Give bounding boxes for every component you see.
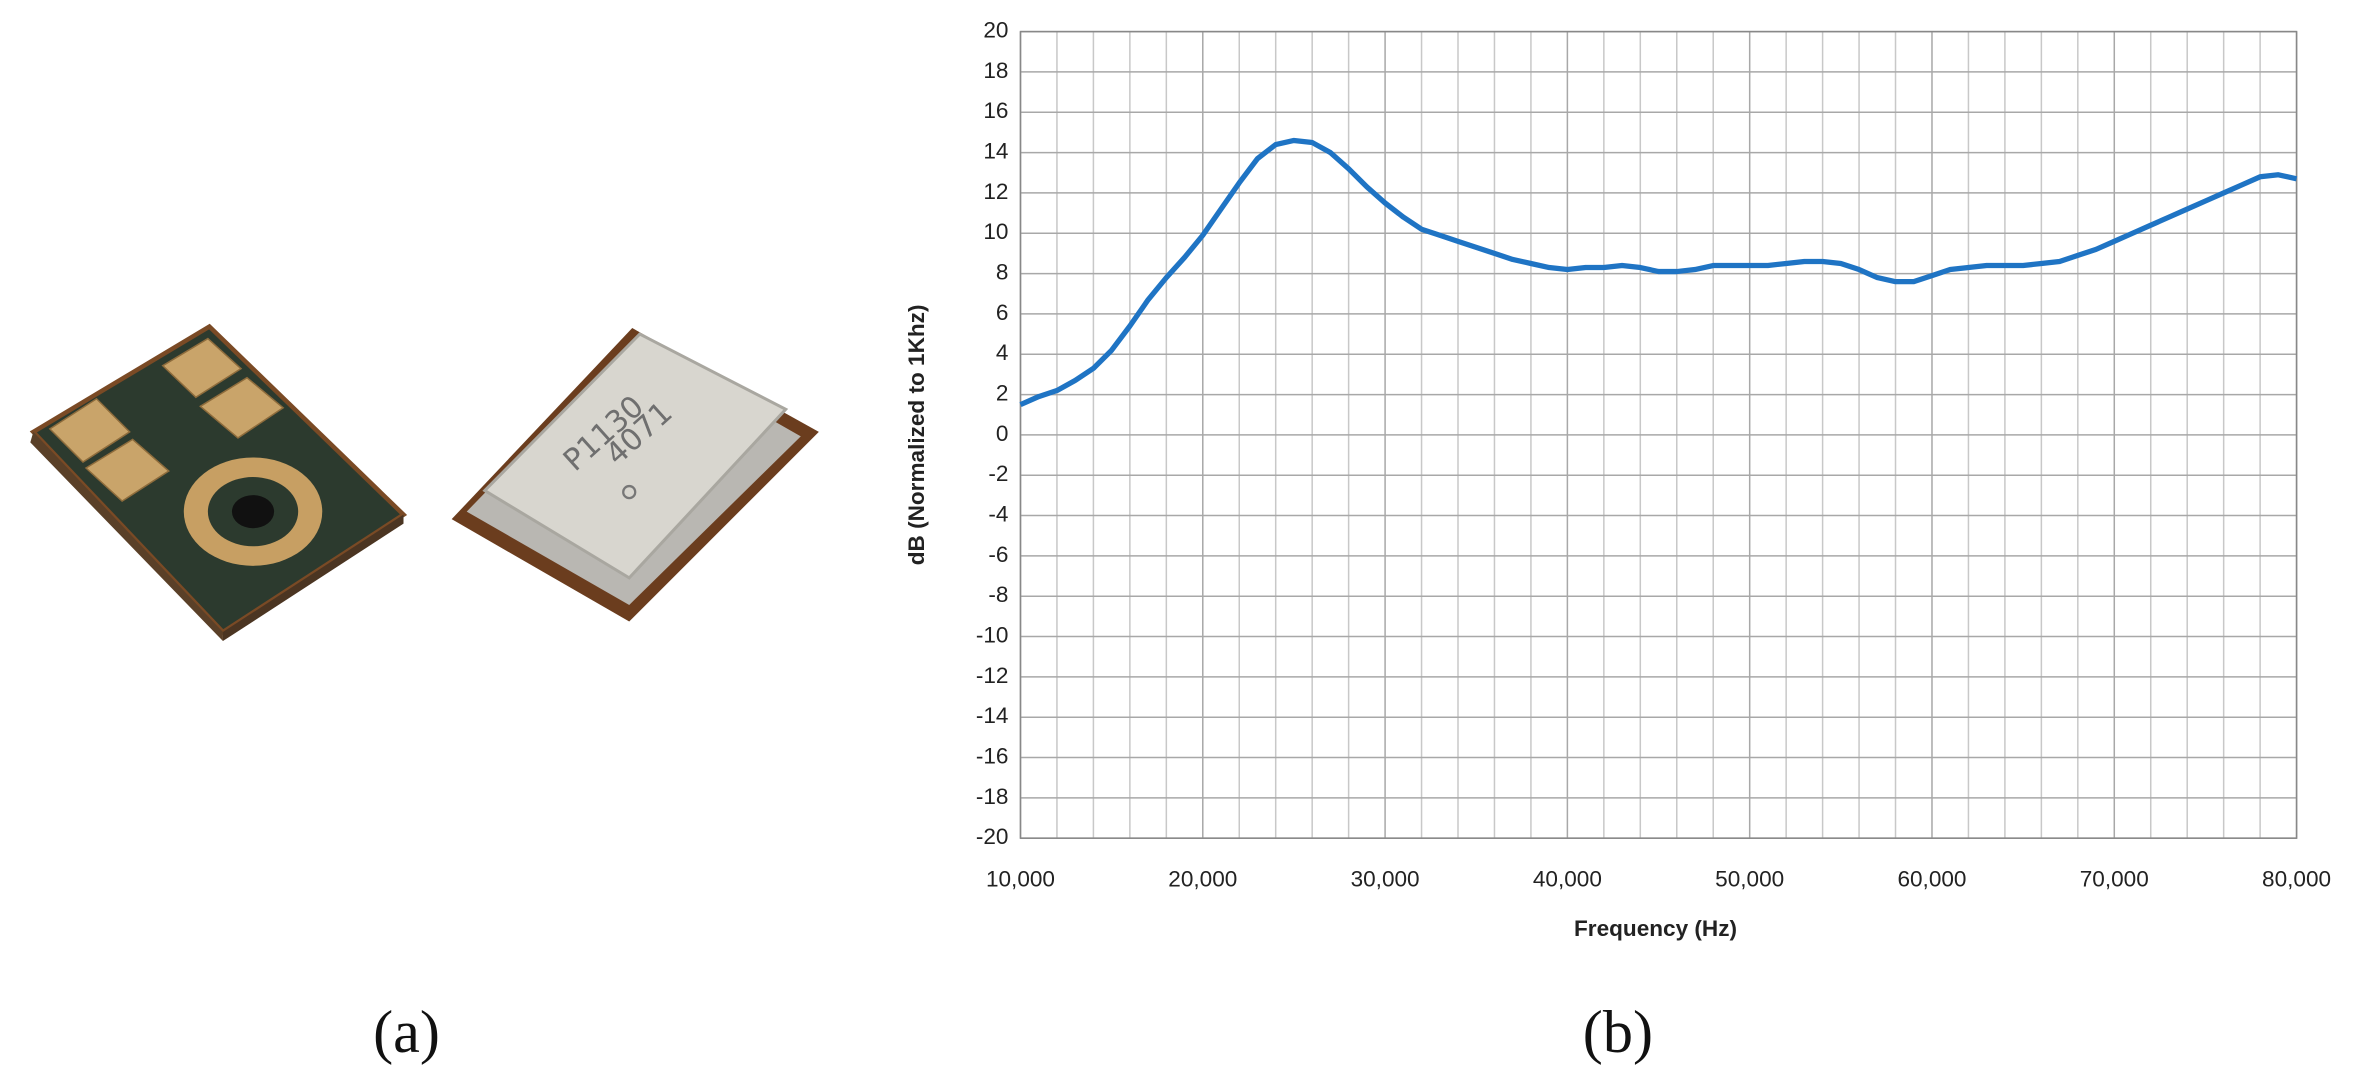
x-tick-label: 60,000: [1897, 866, 1966, 891]
y-tick-label: 14: [983, 139, 1008, 164]
plot-frame: [1019, 30, 2298, 839]
x-tick-label: 70,000: [2080, 866, 2149, 891]
x-tick-label: 30,000: [1351, 866, 1420, 891]
y-tick-label: -14: [976, 703, 1009, 728]
y-tick-label: -20: [976, 824, 1009, 849]
x-tick-label: 10,000: [986, 866, 1055, 891]
y-axis-title: dB (Normalized to 1Khz): [904, 305, 929, 566]
panel-label: (a): [373, 999, 440, 1066]
panel-label: (b): [1583, 999, 1653, 1066]
device-top-photo: P1130 4071: [451, 328, 819, 622]
x-tick-label: 80,000: [2262, 866, 2331, 891]
x-axis-title: Frequency (Hz): [1574, 916, 1737, 941]
y-tick-label: -18: [976, 784, 1009, 809]
y-tick-label: -8: [988, 582, 1008, 607]
y-tick-label: 8: [996, 260, 1009, 285]
y-tick-label: -10: [976, 623, 1009, 648]
data-line: [1019, 137, 2298, 408]
y-tick-label: 10: [983, 219, 1008, 244]
y-tick-label: 16: [983, 98, 1008, 123]
x-tick-label: 20,000: [1168, 866, 1237, 891]
y-tick-label: -4: [988, 502, 1008, 527]
x-tick-label: 40,000: [1533, 866, 1602, 891]
y-tick-label: 6: [996, 300, 1009, 325]
y-tick-label: 0: [996, 421, 1009, 446]
y-tick-label: 2: [996, 381, 1009, 406]
y-tick-label: -16: [976, 743, 1009, 768]
y-tick-label: -12: [976, 663, 1009, 688]
chart: Frequency (Hz) dB (Normalized to 1Khz) -…: [904, 18, 2331, 941]
y-tick-label: 18: [983, 58, 1008, 83]
y-tick-label: -6: [988, 542, 1008, 567]
y-tick-label: 4: [996, 340, 1009, 365]
y-tick-label: 20: [983, 18, 1008, 43]
y-tick-label: -2: [988, 461, 1008, 486]
x-tick-label: 50,000: [1715, 866, 1784, 891]
y-tick-label: 12: [983, 179, 1008, 204]
device-bottom-photo: [29, 323, 408, 642]
